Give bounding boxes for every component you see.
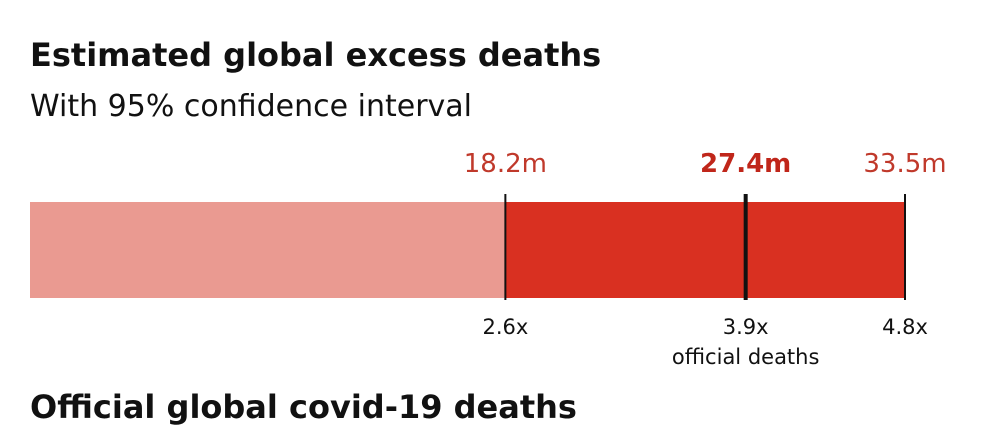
multiple-label: 3.9x [723, 315, 769, 339]
value-label: 27.4m [700, 149, 791, 179]
chart-title: Estimated global excess deaths [30, 36, 601, 74]
footer-title: Official global covid-19 deaths [30, 388, 577, 426]
base-bar [30, 202, 506, 298]
interval-bar [505, 202, 905, 298]
multiple-label: 2.6x [482, 315, 528, 339]
value-label: 18.2m [464, 149, 547, 179]
multiple-note: official deaths [672, 345, 820, 369]
multiple-label: 4.8x [882, 315, 928, 339]
value-label: 33.5m [863, 149, 946, 179]
chart-subtitle: With 95% confidence interval [30, 89, 472, 124]
